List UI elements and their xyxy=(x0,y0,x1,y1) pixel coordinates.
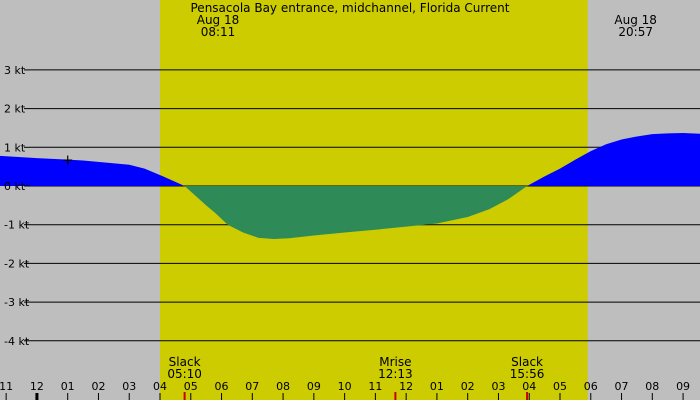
x-tick-label: 07 xyxy=(615,380,629,393)
ebb-current-area xyxy=(184,186,528,240)
x-tick-label: 08 xyxy=(645,380,659,393)
sunrise-date: Aug 18 xyxy=(197,13,240,27)
x-tick-label: 07 xyxy=(245,380,259,393)
sunset-time: 20:57 xyxy=(618,25,653,39)
x-tick-label: 05 xyxy=(184,380,198,393)
x-tick-label: 09 xyxy=(676,380,690,393)
x-tick-label: 03 xyxy=(491,380,505,393)
y-tick-label: -2 kt xyxy=(4,257,30,270)
x-tick-label: 05 xyxy=(553,380,567,393)
sunrise-time: 08:11 xyxy=(201,25,236,39)
y-tick-label: -4 kt xyxy=(4,335,30,348)
annotation-name: Slack xyxy=(511,355,543,369)
y-tick-label: 0 kt xyxy=(4,180,26,193)
y-tick-label: 2 kt xyxy=(4,103,26,116)
x-tick-label: 02 xyxy=(461,380,475,393)
x-tick-label: 11 xyxy=(0,380,13,393)
x-tick-label: 09 xyxy=(307,380,321,393)
y-tick-label: -1 kt xyxy=(4,219,30,232)
x-tick-label: 01 xyxy=(430,380,444,393)
y-tick-label: 1 kt xyxy=(4,141,26,154)
chart-title: Pensacola Bay entrance, midchannel, Flor… xyxy=(191,1,510,15)
x-tick-label: 04 xyxy=(522,380,536,393)
y-tick-label: -3 kt xyxy=(4,296,30,309)
x-tick-label: 12 xyxy=(399,380,413,393)
x-tick-label: 02 xyxy=(91,380,105,393)
x-tick-label: 08 xyxy=(276,380,290,393)
x-tick-label: 06 xyxy=(215,380,229,393)
x-tick-label: 03 xyxy=(122,380,136,393)
annotation-time: 15:56 xyxy=(510,367,545,381)
annotation-name: Slack xyxy=(169,355,201,369)
annotation-name: Mrise xyxy=(379,355,411,369)
value-marker: + xyxy=(62,153,74,169)
x-tick-label: 06 xyxy=(584,380,598,393)
y-tick-label: 3 kt xyxy=(4,64,26,77)
annotation-time: 12:13 xyxy=(378,367,413,381)
x-tick-label: 11 xyxy=(368,380,382,393)
sunset-date: Aug 18 xyxy=(614,13,657,27)
x-tick-label: 04 xyxy=(153,380,167,393)
y-axis-ticks: 3 kt 2 kt 1 kt 0 kt -1 kt -2 kt -3 kt -4 kt xyxy=(4,64,30,348)
x-axis-ticks: 11 12 01 02 03 04 05 06 07 08 09 10 11 12 01 02 03 04 05 06… xyxy=(0,380,690,400)
flood-current-area xyxy=(0,132,700,186)
x-tick-label: 01 xyxy=(61,380,75,393)
x-tick-label: 10 xyxy=(338,380,352,393)
annotation-time: 05:10 xyxy=(167,367,202,381)
x-tick-label: 12 xyxy=(30,380,44,393)
